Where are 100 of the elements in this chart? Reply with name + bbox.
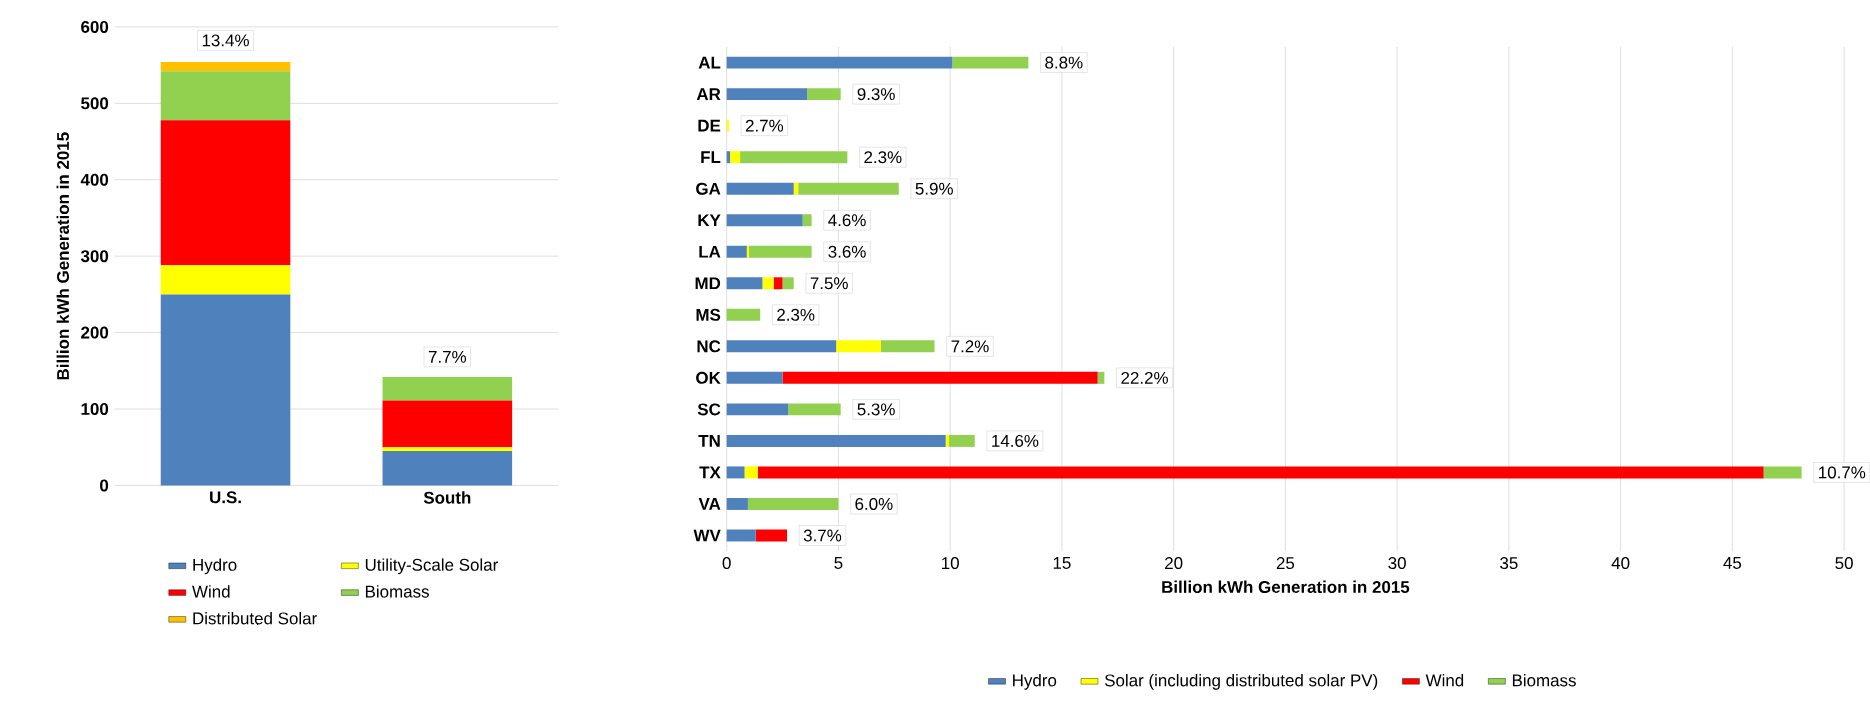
- annotation: 2.3%: [777, 308, 815, 321]
- annotation: 3.7%: [803, 529, 842, 542]
- bar: [726, 56, 953, 69]
- legend-label: Solar (including distributed solar PV): [1104, 674, 1378, 690]
- y-tick-label: MS: [696, 308, 721, 321]
- bar: [788, 403, 841, 416]
- bar: [773, 277, 783, 290]
- y-tick-label: MD: [695, 277, 721, 290]
- bar: [726, 435, 946, 448]
- bar: [382, 447, 513, 452]
- annotation: 14.6%: [992, 435, 1039, 448]
- bar: [740, 151, 848, 164]
- bar: [160, 294, 291, 486]
- x-tick-label: U.S.: [210, 491, 241, 504]
- bar: [949, 435, 975, 448]
- y-tick-label: SC: [697, 403, 721, 416]
- bar: [802, 214, 812, 227]
- y-tick-label: KY: [698, 214, 721, 227]
- bar: [726, 214, 803, 227]
- annotation: 2.7%: [745, 119, 784, 132]
- bar: [726, 88, 808, 101]
- y-tick-label: AR: [696, 88, 721, 101]
- bar: [747, 498, 839, 511]
- bar: [726, 466, 745, 479]
- y-tick-label: WV: [693, 529, 721, 542]
- y-tick-label: 300: [80, 250, 109, 263]
- annotation: 13.4%: [202, 34, 249, 47]
- y-tick-label: 100: [81, 403, 109, 416]
- bar: [782, 277, 794, 290]
- bar: [807, 88, 841, 101]
- annotation: 7.5%: [810, 277, 848, 290]
- bar: [945, 435, 950, 448]
- y-tick-label: TX: [699, 466, 721, 479]
- x-tick-label: 5: [834, 557, 843, 570]
- y-tick-label: DE: [698, 119, 721, 132]
- y-tick-label: GA: [696, 182, 721, 195]
- x-tick-label: 45: [1723, 557, 1742, 570]
- bar: [730, 151, 741, 164]
- y-tick-label: 0: [100, 479, 109, 492]
- x-tick-label: 10: [942, 557, 959, 570]
- bar: [726, 245, 747, 258]
- bar: [726, 403, 789, 416]
- x-tick-label: 50: [1835, 557, 1853, 570]
- bar: [726, 371, 783, 384]
- x-tick-label: 20: [1165, 557, 1183, 570]
- bar: [757, 466, 1764, 479]
- y-tick-label: VA: [698, 498, 721, 510]
- x-tick-label: 0: [722, 557, 731, 570]
- y-tick-label: NC: [697, 340, 721, 353]
- legend-label: Biomass: [365, 585, 429, 598]
- bar: [1097, 371, 1105, 384]
- y-tick-label: LA: [699, 246, 721, 258]
- legend-label: Wind: [1425, 674, 1464, 687]
- y-tick-label: TN: [698, 435, 720, 447]
- bar: [749, 245, 812, 258]
- annotation: 4.6%: [828, 214, 866, 227]
- bar: [744, 466, 758, 479]
- bar: [726, 529, 756, 542]
- y-tick-label: 600: [81, 21, 109, 34]
- annotation: 5.9%: [915, 182, 953, 195]
- x-tick-label: South: [423, 491, 471, 504]
- bar: [782, 371, 1098, 384]
- bar: [793, 182, 799, 195]
- x-tick-label: 25: [1276, 557, 1295, 570]
- bar: [160, 265, 291, 295]
- annotation: 7.7%: [428, 351, 467, 363]
- legend-label: Utility-Scale Solar: [365, 558, 498, 575]
- annotation: 7.2%: [951, 340, 989, 353]
- bar: [880, 340, 935, 353]
- bar: [382, 400, 513, 448]
- annotation: 8.8%: [1045, 56, 1083, 69]
- bar: [726, 151, 731, 164]
- annotation: 10.7%: [1819, 466, 1866, 479]
- bar: [1763, 466, 1802, 479]
- bar: [726, 182, 794, 195]
- bar: [836, 340, 881, 353]
- y-tick-label: AL: [698, 56, 721, 69]
- x-tick-label: 40: [1611, 557, 1630, 570]
- annotation: 6.0%: [855, 498, 893, 511]
- bar: [726, 340, 837, 353]
- legend-label: Wind: [192, 585, 230, 598]
- y-tick-label: 200: [81, 326, 109, 339]
- x-tick-label: 15: [1053, 557, 1071, 570]
- annotation: 9.3%: [857, 88, 895, 101]
- annotation: 3.6%: [828, 245, 866, 258]
- bar: [798, 182, 899, 195]
- bar: [382, 377, 513, 401]
- y-axis-title: Billion kWh Generation in 2015: [56, 132, 70, 380]
- bar: [726, 308, 761, 321]
- bar: [160, 71, 291, 121]
- annotation: 22.2%: [1121, 372, 1168, 384]
- x-tick-label: 30: [1388, 557, 1406, 570]
- bar: [762, 277, 774, 290]
- legend-label: Hydro: [1013, 674, 1057, 690]
- bar: [382, 451, 513, 486]
- bar: [726, 498, 748, 511]
- y-tick-label: OK: [696, 371, 721, 384]
- y-tick-label: FL: [701, 151, 721, 164]
- annotation: 5.3%: [857, 403, 895, 416]
- legend-label: Distributed Solar: [193, 612, 317, 625]
